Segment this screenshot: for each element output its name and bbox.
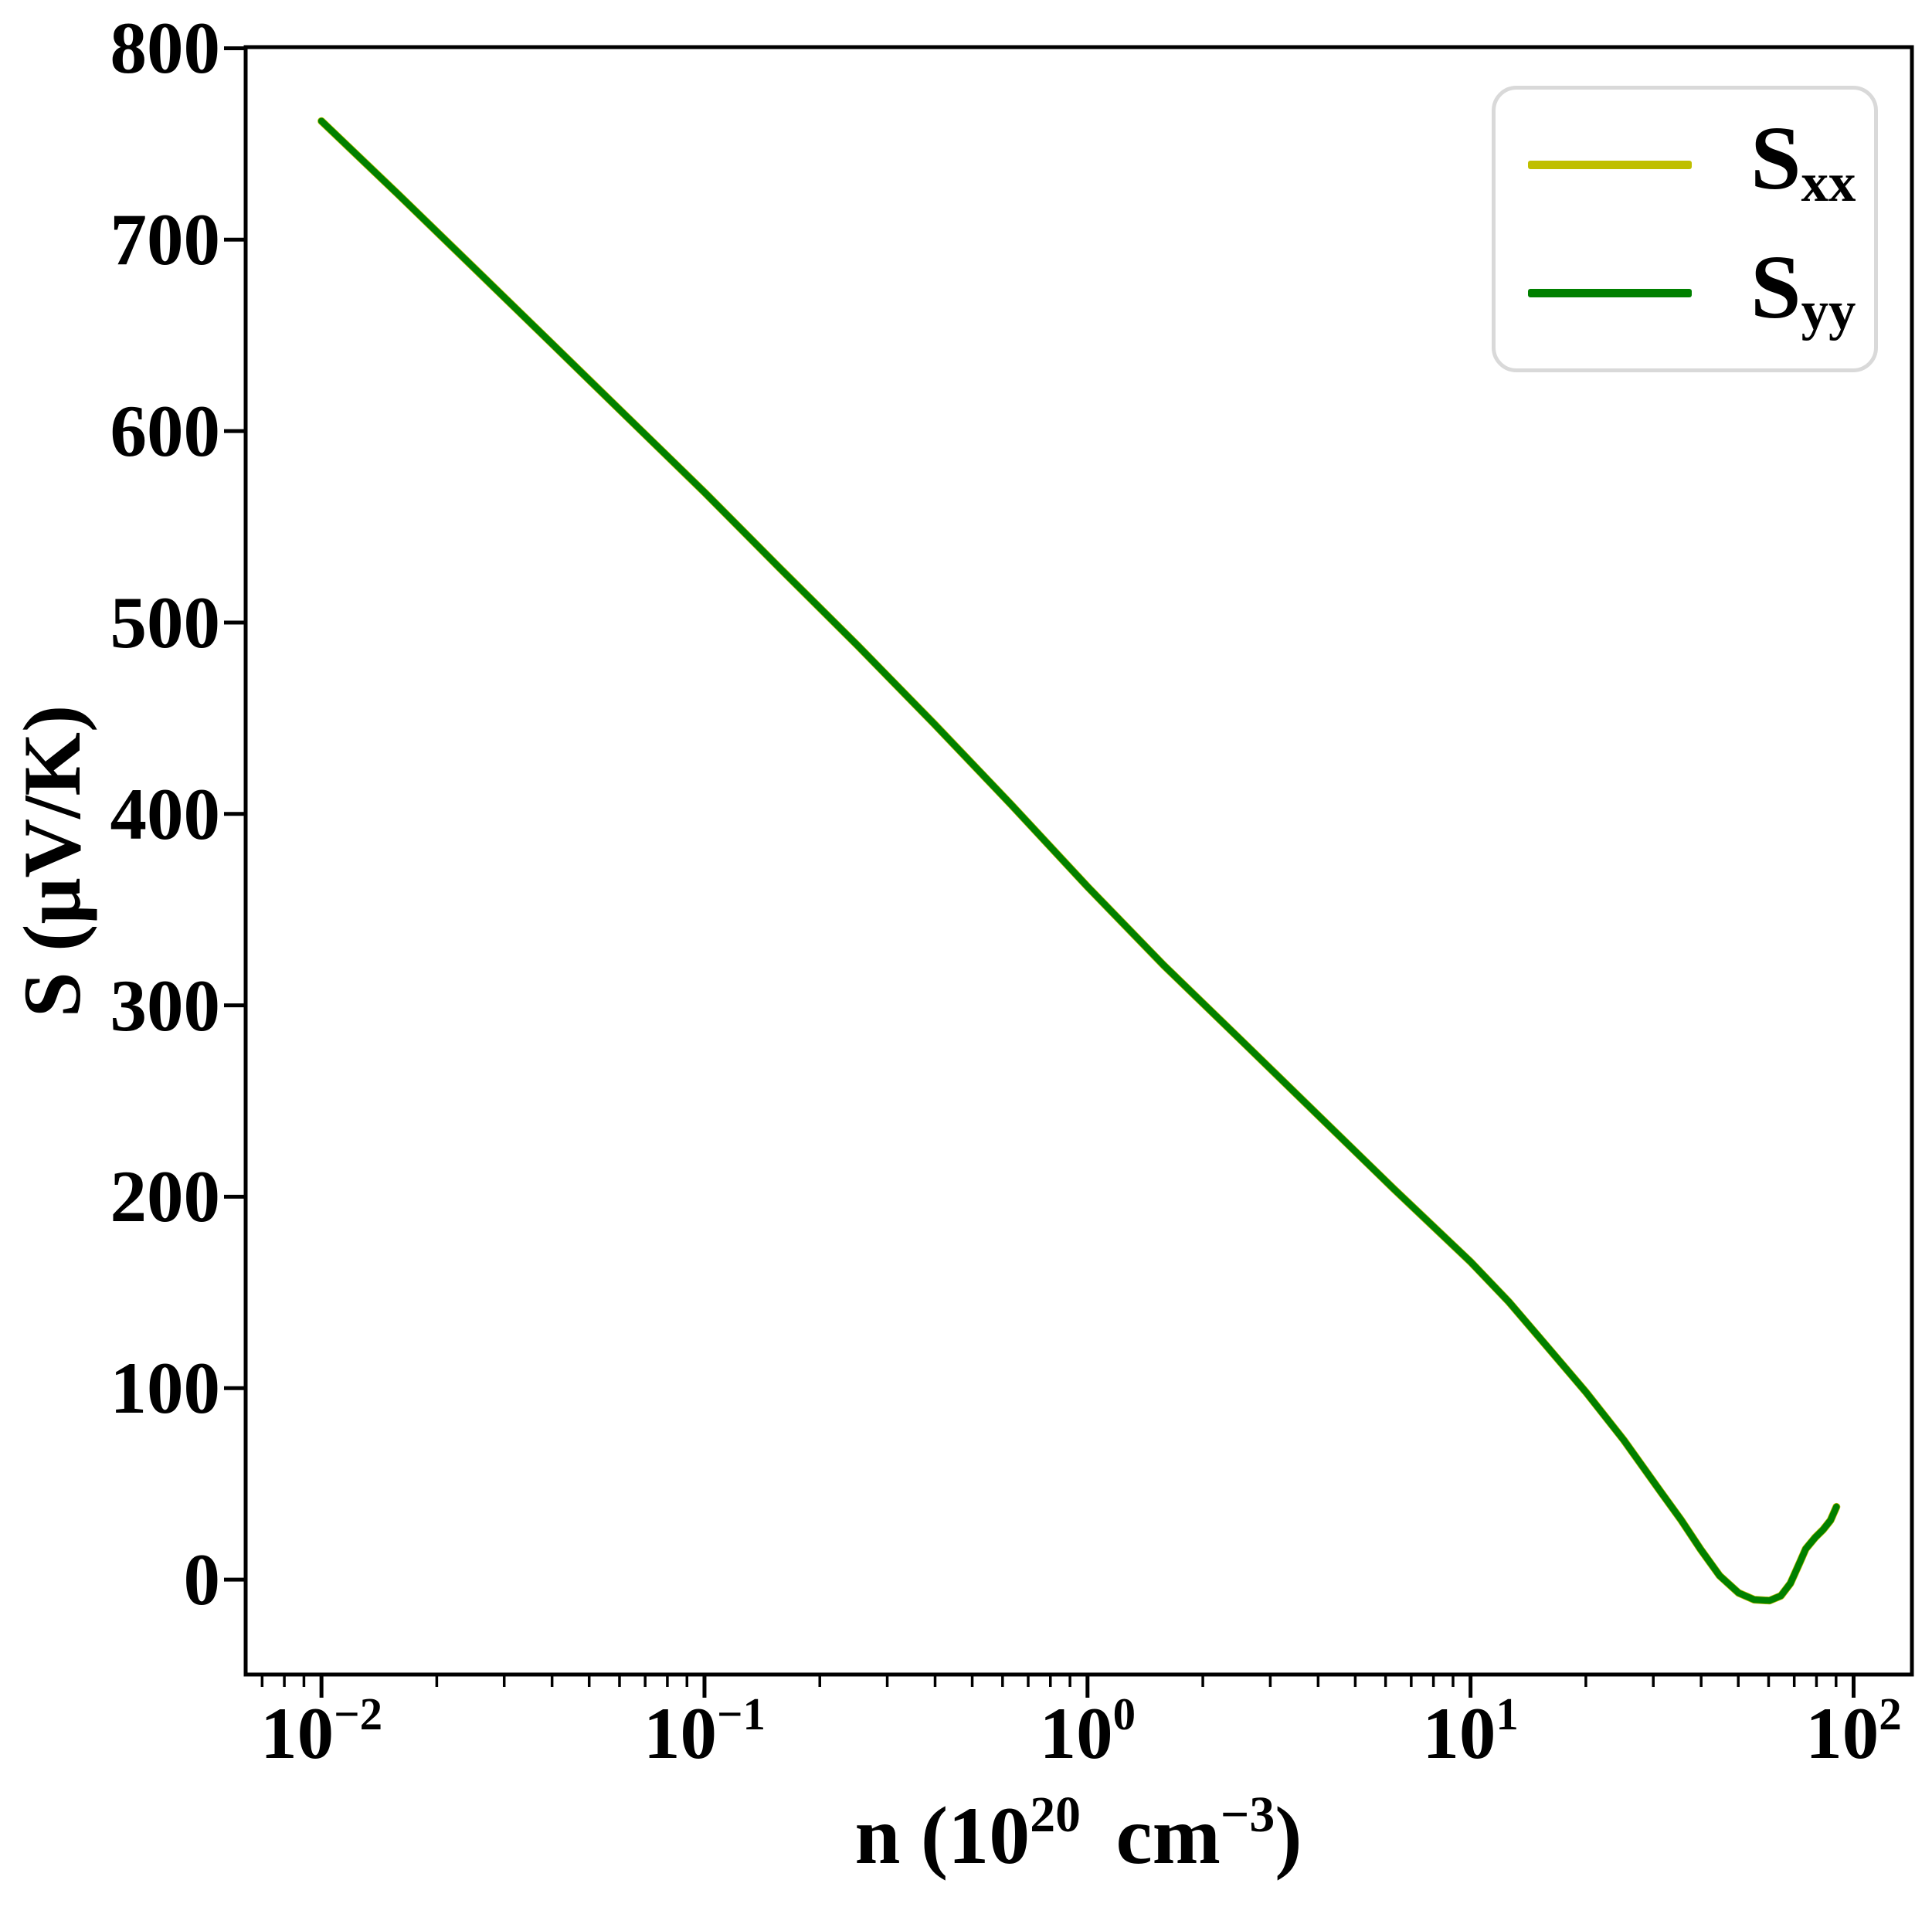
y-axis-title-text: S (μV/K) (7, 704, 97, 1018)
y-tick-label: 100 (110, 1347, 221, 1430)
legend-entry-syy: Syy (1496, 236, 1874, 351)
y-tick-label: 800 (110, 7, 221, 90)
x-axis-title: n (1020 cm−3) (854, 1787, 1302, 1883)
legend-line-syy (1528, 289, 1692, 298)
legend-entry-sxx: Sxx (1496, 107, 1874, 222)
legend-label-sxx: Sxx (1750, 113, 1856, 216)
y-tick-label: 700 (110, 199, 221, 281)
x-axis-title-suffix: ) (1275, 1790, 1302, 1881)
legend-label-syy-sub: yy (1801, 281, 1856, 342)
x-axis-title-exponent: 20 (1030, 1787, 1081, 1844)
y-tick-label: 0 (183, 1539, 221, 1621)
y-tick-label: 600 (110, 390, 221, 473)
legend-line-sxx (1528, 160, 1692, 169)
x-tick-label: 101 (1422, 1689, 1519, 1774)
y-axis-title: S (μV/K) (5, 705, 100, 1018)
x-tick-label: 10−2 (260, 1689, 383, 1774)
y-tick-label: 500 (110, 581, 221, 663)
x-tick-label: 100 (1039, 1689, 1136, 1774)
legend: Sxx Syy (1492, 86, 1878, 372)
legend-label-syy-main: S (1750, 236, 1801, 338)
series-line-s_yy (317, 117, 1840, 1604)
y-tick-label: 200 (110, 1155, 221, 1238)
x-tick-label: 102 (1805, 1689, 1902, 1774)
y-tick-label: 400 (110, 772, 221, 855)
y-tick-label: 300 (110, 964, 221, 1047)
x-axis-title-unit: cm (1095, 1790, 1221, 1881)
legend-label-sxx-sub: xx (1801, 152, 1856, 213)
x-axis-title-unit-exponent: −3 (1220, 1787, 1275, 1844)
plot-frame (243, 45, 1914, 1677)
legend-label-sxx-main: S (1750, 107, 1801, 209)
legend-label-syy: Syy (1750, 241, 1856, 345)
x-tick-label: 10−1 (643, 1689, 766, 1774)
x-axis-title-prefix: n (10 (854, 1790, 1031, 1881)
